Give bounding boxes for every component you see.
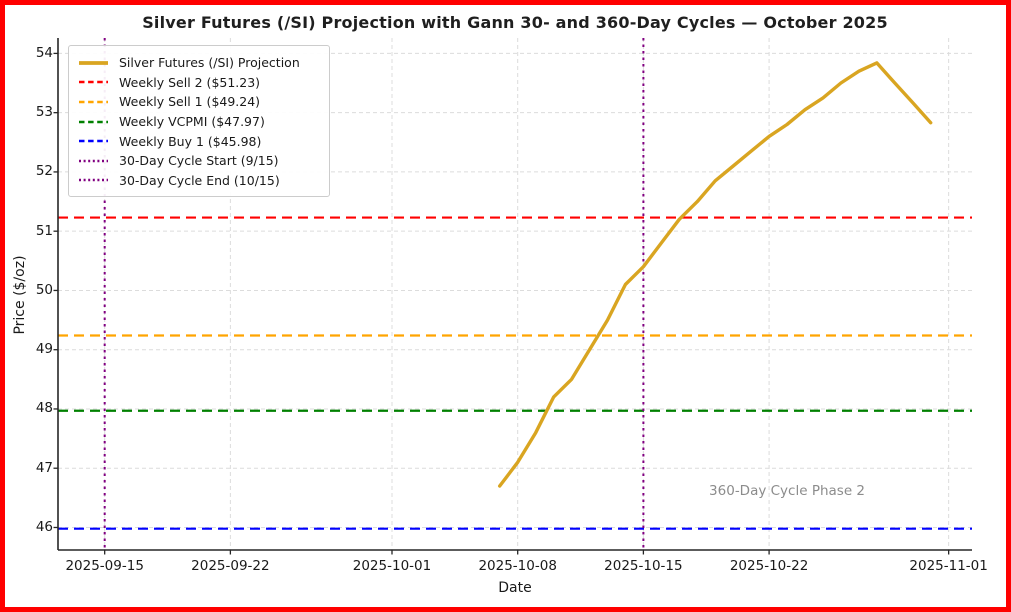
legend-item-label: 30-Day Cycle Start (9/15) bbox=[119, 153, 279, 169]
x-tick-label: 2025-10-01 bbox=[352, 558, 432, 574]
legend: Silver Futures (/SI) Projection Weekly Se… bbox=[68, 45, 330, 198]
cycle-phase-annotation: 360-Day Cycle Phase 2 bbox=[709, 482, 866, 499]
x-tick-label: 2025-10-22 bbox=[729, 558, 809, 574]
y-tick-label: 52 bbox=[35, 163, 53, 180]
chart-title: Silver Futures (/SI) Projection with Gan… bbox=[142, 13, 888, 32]
legend-line-sample bbox=[79, 81, 108, 84]
legend-line-sample bbox=[79, 159, 108, 162]
x-axis-label: Date bbox=[498, 580, 532, 596]
y-tick-label: 54 bbox=[35, 44, 53, 61]
price-projection-line bbox=[498, 61, 933, 488]
legend-item-label: Weekly Buy 1 ($45.98) bbox=[119, 133, 262, 149]
legend-line-sample bbox=[79, 139, 108, 143]
x-tick-label: 2025-10-08 bbox=[478, 558, 557, 574]
x-tick-label: 2025-10-15 bbox=[604, 558, 683, 574]
legend-line-sample bbox=[79, 100, 108, 104]
legend-item-label: 30-Day Cycle End (10/15) bbox=[119, 172, 280, 188]
y-tick-label: 48 bbox=[35, 400, 53, 417]
y-tick-label: 47 bbox=[35, 459, 53, 476]
y-tick-label: 46 bbox=[35, 518, 53, 535]
legend-item: 30-Day Cycle End (10/15) bbox=[78, 171, 321, 191]
legend-line-sample bbox=[79, 179, 108, 182]
legend-line-sample bbox=[79, 60, 108, 65]
legend-item: Weekly VCPMI ($47.97) bbox=[78, 112, 321, 132]
legend-item: Weekly Sell 1 ($49.24) bbox=[78, 92, 321, 112]
x-tick-label: 2025-09-15 bbox=[65, 558, 144, 574]
y-tick-label: 53 bbox=[35, 104, 53, 121]
legend-item-label: Weekly Sell 1 ($49.24) bbox=[119, 94, 261, 110]
legend-item: Silver Futures (/SI) Projection bbox=[78, 53, 321, 73]
legend-line-sample bbox=[79, 120, 108, 123]
y-tick-label: 50 bbox=[35, 281, 53, 298]
y-tick-label: 51 bbox=[35, 222, 53, 239]
legend-item-label: Silver Futures (/SI) Projection bbox=[119, 55, 300, 71]
x-tick-label: 2025-09-22 bbox=[191, 558, 270, 574]
legend-item: Weekly Sell 2 ($51.23) bbox=[78, 73, 321, 93]
x-tick-label: 2025-11-01 bbox=[909, 558, 988, 574]
legend-item-label: Weekly VCPMI ($47.97) bbox=[119, 114, 265, 130]
legend-item: 30-Day Cycle Start (9/15) bbox=[78, 151, 321, 171]
legend-item: Weekly Buy 1 ($45.98) bbox=[78, 131, 321, 151]
y-tick-label: 49 bbox=[35, 341, 53, 358]
legend-item-label: Weekly Sell 2 ($51.23) bbox=[119, 74, 261, 90]
y-axis-label: Price ($/oz) bbox=[12, 255, 28, 335]
